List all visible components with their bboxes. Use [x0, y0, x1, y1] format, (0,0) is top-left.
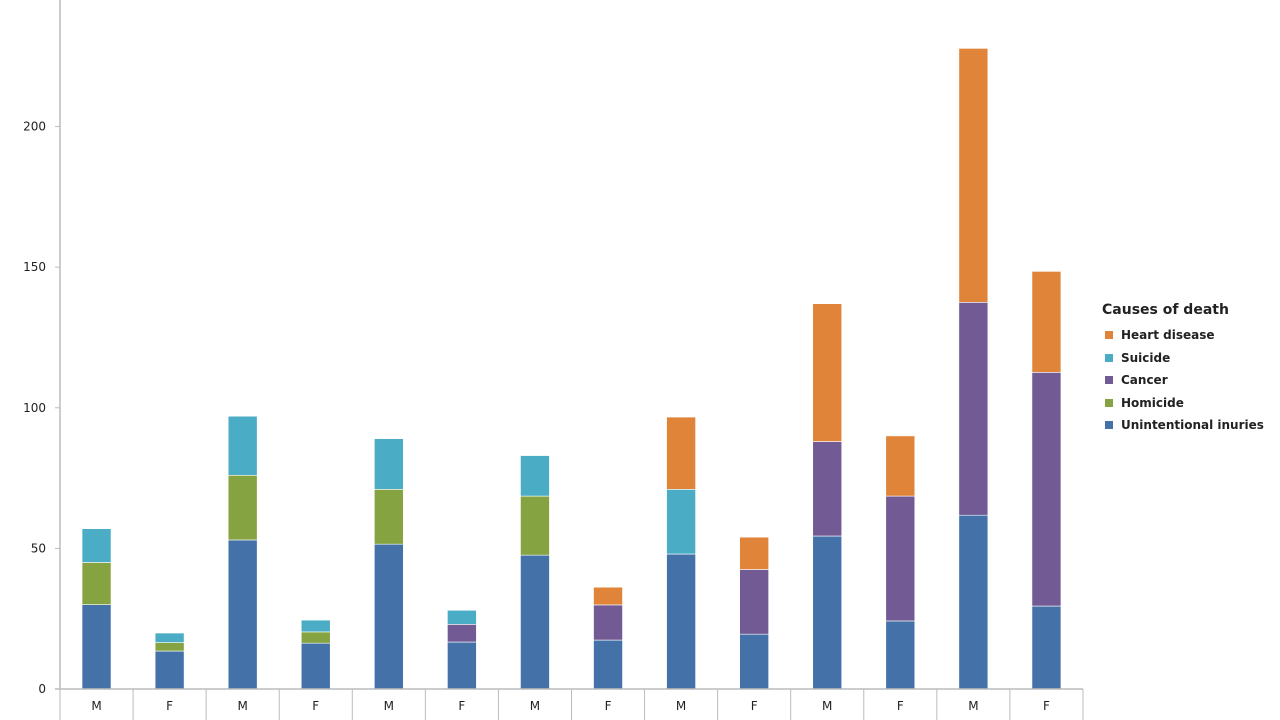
bar-segment-cancer — [593, 604, 623, 641]
bar-segment-homicide — [374, 489, 404, 545]
legend-swatch — [1105, 353, 1113, 362]
bar-segment-homicide — [81, 562, 112, 605]
bar-segment-heart-disease — [1031, 271, 1062, 373]
legend-item: Cancer — [1102, 369, 1264, 392]
y-tick-label: 150 — [23, 260, 46, 274]
legend-swatch — [1105, 331, 1113, 340]
legend-label: Suicide — [1121, 350, 1171, 365]
bar-segment-unintentional-inuries — [1031, 605, 1062, 690]
legend-title: Causes of death — [1102, 302, 1229, 318]
bar-segment-suicide — [520, 455, 550, 497]
legend-item: Unintentional inuries — [1102, 414, 1264, 437]
bar-segment-unintentional-inuries — [666, 553, 696, 690]
x-category-label: F — [458, 699, 465, 713]
bar-segment-heart-disease — [812, 303, 843, 442]
bar-segment-suicide — [227, 415, 258, 476]
bar-segment-unintentional-inuries — [812, 535, 843, 690]
bar-segment-heart-disease — [593, 586, 623, 606]
legend-swatch — [1105, 421, 1113, 430]
bar-segment-unintentional-inuries — [300, 642, 331, 690]
bar-segment-suicide — [666, 489, 696, 555]
x-category-label: F — [312, 699, 319, 713]
bar-segment-unintentional-inuries — [374, 543, 404, 690]
x-category-label: M — [822, 699, 832, 713]
bar-segment-suicide — [81, 528, 112, 563]
bar-segment-unintentional-inuries — [227, 539, 258, 690]
bar-segment-homicide — [154, 642, 185, 652]
x-category-label: M — [530, 699, 540, 713]
bar-segment-suicide — [154, 632, 185, 643]
x-category-label: M — [676, 699, 686, 713]
legend-label: Homicide — [1121, 395, 1184, 410]
bar-segment-cancer — [1031, 372, 1062, 607]
bar-segment-unintentional-inuries — [739, 633, 769, 690]
x-category-label: M — [91, 699, 101, 713]
bar-segment-unintentional-inuries — [885, 620, 916, 690]
bar-segment-heart-disease — [885, 435, 916, 497]
bar-segment-heart-disease — [666, 416, 696, 490]
bar-segment-heart-disease — [739, 536, 769, 570]
legend-label: Unintentional inuries — [1121, 418, 1264, 433]
legend-swatch — [1105, 398, 1113, 407]
y-tick-label: 200 — [23, 120, 46, 134]
bar-segment-unintentional-inuries — [154, 650, 185, 690]
legend: Causes of death Heart disease Suicide Canc… — [1102, 302, 1264, 437]
bar-segment-suicide — [300, 619, 331, 633]
y-tick-label: 0 — [38, 682, 46, 696]
bar-segment-cancer — [739, 569, 769, 635]
bar-segment-suicide — [374, 438, 404, 490]
legend-item: Heart disease — [1102, 324, 1264, 347]
bar-segment-cancer — [447, 624, 477, 643]
legend-label: Heart disease — [1121, 328, 1215, 343]
bar-segment-unintentional-inuries — [958, 514, 989, 690]
bar-segment-cancer — [958, 302, 989, 516]
legend-item: Suicide — [1102, 347, 1264, 370]
bar-segment-homicide — [227, 474, 258, 541]
bar-segment-suicide — [447, 609, 477, 625]
x-category-label: F — [897, 699, 904, 713]
bar-segment-unintentional-inuries — [447, 641, 477, 690]
y-tick-label: 100 — [23, 401, 46, 415]
bar-segment-cancer — [812, 441, 843, 537]
bar-segment-heart-disease — [958, 48, 989, 303]
x-category-label: M — [384, 699, 394, 713]
bar-segment-homicide — [300, 631, 331, 644]
x-category-label: M — [968, 699, 978, 713]
x-category-label: F — [751, 699, 758, 713]
bar-segment-unintentional-inuries — [593, 639, 623, 690]
x-category-label: F — [605, 699, 612, 713]
bar-segment-homicide — [520, 495, 550, 556]
bar-segment-cancer — [885, 495, 916, 622]
legend-swatch — [1105, 376, 1113, 385]
bar-segment-unintentional-inuries — [520, 554, 550, 690]
bar-segment-unintentional-inuries — [81, 604, 112, 690]
x-category-label: M — [237, 699, 247, 713]
legend-label: Cancer — [1121, 373, 1168, 388]
x-category-label: F — [166, 699, 173, 713]
x-category-label: F — [1043, 699, 1050, 713]
y-tick-label: 50 — [31, 541, 46, 555]
legend-item: Homicide — [1102, 392, 1264, 415]
